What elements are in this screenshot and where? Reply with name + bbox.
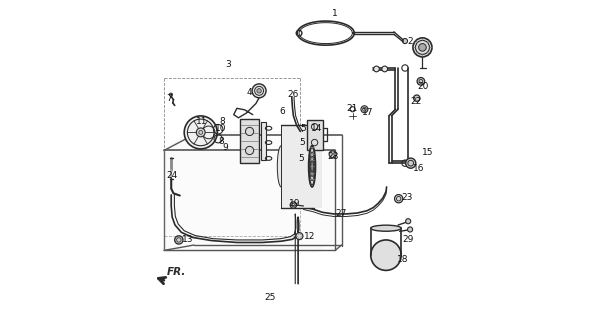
Text: 20: 20 [418,82,429,91]
Text: 13: 13 [182,235,194,244]
Text: 22: 22 [411,97,422,106]
Circle shape [245,127,254,136]
Circle shape [407,227,413,232]
Text: 26: 26 [288,91,299,100]
Text: 5: 5 [299,138,305,147]
Text: 7: 7 [166,94,172,103]
Circle shape [395,195,403,203]
Circle shape [329,151,336,158]
Bar [240,119,259,163]
Bar [260,122,266,160]
Circle shape [405,158,416,168]
Circle shape [371,240,401,270]
Circle shape [245,146,254,155]
Circle shape [184,116,217,149]
Bar [281,125,322,208]
Circle shape [382,66,387,72]
Text: 18: 18 [397,255,409,264]
Text: 6: 6 [280,107,285,116]
Circle shape [405,219,411,224]
Text: 12: 12 [304,232,315,241]
Ellipse shape [311,160,313,172]
Circle shape [413,38,432,57]
Text: 15: 15 [421,148,433,157]
Ellipse shape [277,146,285,187]
Text: 29: 29 [403,235,414,244]
Text: 21: 21 [347,104,358,113]
Circle shape [413,95,420,101]
Circle shape [200,124,217,141]
Text: 11: 11 [196,117,208,126]
Circle shape [257,89,261,93]
Text: 28: 28 [328,152,339,161]
Text: 25: 25 [265,292,276,301]
Text: 24: 24 [166,171,178,180]
Circle shape [175,236,183,244]
Text: 23: 23 [401,193,413,202]
Text: 4: 4 [247,88,253,97]
Circle shape [196,128,205,137]
Text: 16: 16 [413,164,424,173]
Text: 8: 8 [219,117,225,126]
Text: 17: 17 [362,108,373,117]
Circle shape [417,77,425,85]
Text: 27: 27 [336,209,347,218]
Text: 1: 1 [332,9,338,18]
Bar [307,120,322,150]
Circle shape [361,106,368,113]
Circle shape [290,202,297,208]
Text: 2: 2 [407,36,413,45]
Text: 19: 19 [289,199,300,208]
Text: 5: 5 [298,154,304,163]
Text: 5: 5 [300,124,306,133]
Polygon shape [164,132,335,252]
Ellipse shape [371,225,401,231]
Circle shape [169,93,172,96]
Circle shape [252,84,266,98]
Ellipse shape [308,146,316,187]
Circle shape [373,66,379,72]
Text: 8: 8 [219,137,224,146]
Text: 9: 9 [222,143,228,152]
Circle shape [419,44,426,51]
Circle shape [402,38,407,44]
Circle shape [296,233,303,240]
Text: 3: 3 [226,60,231,69]
Text: 14: 14 [311,124,323,133]
Text: FR.: FR. [167,268,186,277]
Text: 10: 10 [215,124,227,133]
